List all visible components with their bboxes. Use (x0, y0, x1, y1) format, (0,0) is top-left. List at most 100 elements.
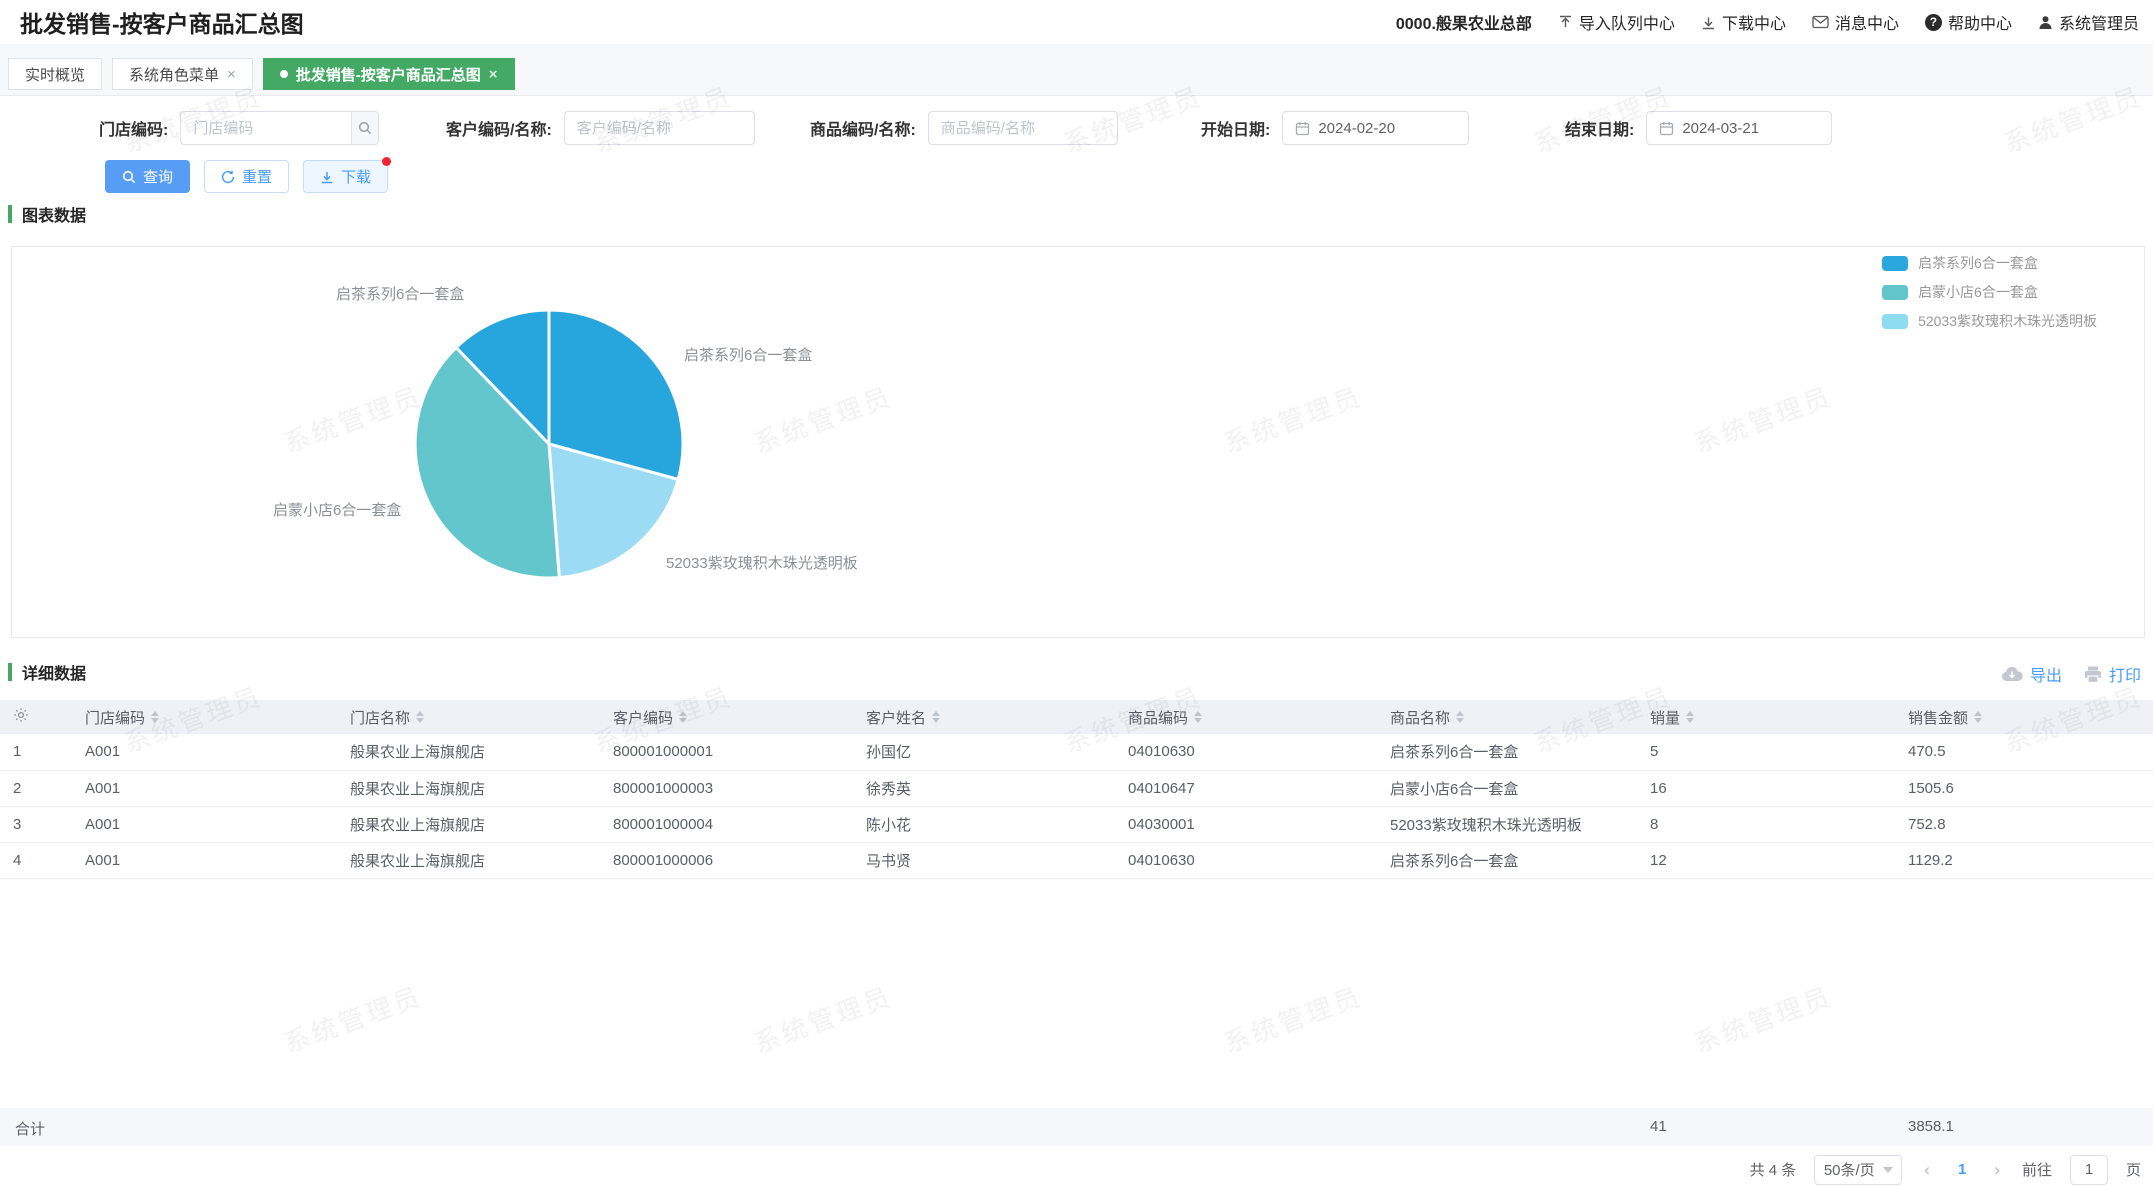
reset-button[interactable]: 重置 (204, 160, 290, 193)
cell-sales-amount: 752.8 (1898, 806, 2153, 843)
page-size-value: 50条/页 (1823, 1162, 1875, 1179)
download-button-label: 下载 (341, 169, 372, 186)
goto-page-input[interactable] (2069, 1154, 2108, 1185)
chart-section-label: 图表数据 (22, 208, 87, 225)
end-date-picker[interactable]: 2024-03-21 (1646, 111, 1833, 145)
pie-slice-label: 启蒙小店6合一套盒 (273, 502, 402, 519)
row-index: 1 (0, 734, 75, 771)
cell-store-name: 般果农业上海旗舰店 (340, 770, 603, 807)
sort-carets-icon[interactable] (416, 711, 425, 723)
cell-customer-name: 孙国亿 (856, 734, 1118, 771)
cloud-export-icon (2001, 666, 2023, 681)
sort-header-store-code[interactable]: 门店编码 (85, 707, 340, 728)
help-icon: ? (1924, 13, 1942, 31)
sort-header-quantity[interactable]: 销量 (1650, 707, 1898, 728)
header-label: 客户姓名 (866, 709, 927, 727)
search-icon (122, 170, 136, 183)
user-icon (2038, 15, 2053, 30)
message-center-link[interactable]: 消息中心 (1812, 10, 1899, 34)
store-code-label: 门店编码: (99, 122, 169, 139)
sort-header-store-name[interactable]: 门店名称 (350, 707, 603, 728)
legend-swatch (1882, 255, 1909, 271)
header-label: 门店编码 (85, 709, 146, 727)
cell-product-name: 启蒙小店6合一套盒 (1380, 770, 1640, 807)
sort-carets-icon[interactable] (679, 711, 688, 723)
tab-label: 实时概览 (25, 66, 86, 84)
import-queue-center-link[interactable]: 导入队列中心 (1558, 10, 1675, 34)
cell-store-code: A001 (75, 842, 340, 879)
table-row[interactable]: 4 A001 般果农业上海旗舰店 800001000006 马书贤 040106… (0, 842, 2153, 879)
next-page-button[interactable]: › (1994, 1159, 2000, 1179)
sort-header-customer-name[interactable]: 客户姓名 (866, 707, 1118, 728)
cell-store-name: 般果农业上海旗舰店 (340, 734, 603, 771)
download-center-link[interactable]: 下载中心 (1701, 10, 1786, 34)
cell-quantity: 8 (1640, 806, 1898, 843)
sort-carets-icon[interactable] (1686, 711, 1695, 723)
sort-header-product-code[interactable]: 商品编码 (1128, 707, 1380, 728)
tab-system-role-menu[interactable]: 系统角色菜单 × (112, 58, 253, 90)
pie-slice-label: 启茶系列6合一套盒 (336, 286, 465, 303)
column-settings[interactable] (0, 700, 75, 734)
legend-label: 启蒙小店6合一套盒 (1918, 284, 2038, 300)
cell-quantity: 12 (1640, 842, 1898, 879)
store-search-button[interactable] (351, 112, 379, 144)
page-size-select[interactable]: 50条/页 (1814, 1154, 1903, 1185)
pie-chart[interactable] (409, 304, 689, 584)
legend-item[interactable]: 启蒙小店6合一套盒 (1882, 282, 2097, 302)
table-row[interactable]: 1 A001 般果农业上海旗舰店 800001000001 孙国亿 040106… (0, 734, 2153, 771)
current-page-button[interactable]: 1 (1957, 1161, 1967, 1178)
tab-label: 批发销售-按客户商品汇总图 (295, 66, 481, 84)
table-row[interactable]: 2 A001 般果农业上海旗舰店 800001000003 徐秀英 040106… (0, 770, 2153, 807)
sort-header-product-name[interactable]: 商品名称 (1390, 707, 1640, 728)
cell-store-code: A001 (75, 806, 340, 843)
detail-section-title: 详细数据 (8, 660, 86, 684)
start-date-picker[interactable]: 2024-02-20 (1282, 111, 1470, 145)
row-index: 2 (0, 770, 75, 807)
table-row[interactable]: 3 A001 般果农业上海旗舰店 800001000004 陈小花 040300… (0, 806, 2153, 843)
close-icon[interactable]: × (227, 65, 236, 83)
sort-header-sales-amount[interactable]: 销售金额 (1908, 707, 2153, 728)
row-index: 3 (0, 806, 75, 843)
search-button[interactable]: 查询 (105, 160, 191, 193)
reset-button-label: 重置 (242, 169, 273, 186)
total-count-label: 共 4 条 (1749, 1162, 1797, 1179)
sort-carets-icon[interactable] (932, 711, 941, 723)
help-center-link[interactable]: ? 帮助中心 (1924, 10, 2012, 34)
product-input[interactable] (928, 112, 1117, 144)
print-button[interactable]: 打印 (2084, 662, 2141, 686)
user-menu[interactable]: 系统管理员 (2038, 10, 2139, 34)
print-label: 打印 (2108, 668, 2141, 685)
cell-store-name: 般果农业上海旗舰店 (340, 842, 603, 879)
top-header: 批发销售-按客户商品汇总图 0000.般果农业总部 导入队列中心 下载中心 消息… (0, 0, 2153, 44)
header-label: 销售金额 (1908, 709, 1969, 727)
cell-product-name: 启茶系列6合一套盒 (1380, 734, 1640, 771)
tab-wholesale-summary-active[interactable]: 批发销售-按客户商品汇总图 × (262, 58, 515, 90)
help-center-label: 帮助中心 (1947, 16, 2012, 33)
import-queue-center-label: 导入队列中心 (1578, 16, 1675, 33)
customer-input[interactable] (564, 112, 754, 144)
tab-realtime-overview[interactable]: 实时概览 (8, 58, 103, 90)
sort-carets-icon[interactable] (1456, 711, 1465, 723)
refresh-icon (221, 170, 235, 183)
section-accent-bar (8, 205, 12, 223)
export-button[interactable]: 导出 (2001, 662, 2062, 686)
legend-item[interactable]: 启茶系列6合一套盒 (1882, 253, 2097, 273)
start-date-value: 2024-02-20 (1318, 119, 1396, 137)
sort-carets-icon[interactable] (1194, 711, 1203, 723)
tab-label: 系统角色菜单 (129, 66, 220, 84)
sort-carets-icon[interactable] (1974, 711, 1983, 723)
download-button[interactable]: 下载 (303, 157, 392, 193)
sort-header-customer-code[interactable]: 客户编码 (613, 707, 856, 728)
legend-item[interactable]: 52033紫玫瑰积木珠光透明板 (1882, 311, 2097, 331)
end-date-value: 2024-03-21 (1682, 119, 1760, 137)
product-label: 商品编码/名称: (810, 122, 916, 139)
prev-page-button[interactable]: ‹ (1924, 1159, 1930, 1179)
active-dot-icon (279, 70, 288, 78)
pie-slice-label: 52033紫玫瑰积木珠光透明板 (666, 555, 858, 572)
goto-label: 前往 (2021, 1162, 2052, 1179)
calendar-icon (1296, 121, 1310, 135)
sort-carets-icon[interactable] (151, 711, 160, 723)
close-icon[interactable]: × (488, 65, 498, 83)
cell-store-code: A001 (75, 734, 340, 771)
store-code-input[interactable] (181, 112, 352, 144)
